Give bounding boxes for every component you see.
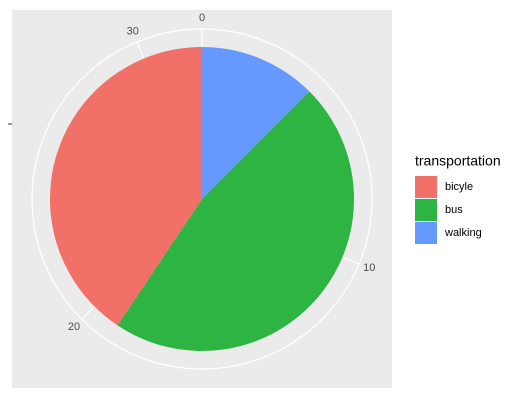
pie-slice [202,47,310,199]
pie-slice [49,47,203,326]
grid-line [81,306,95,320]
grid-line [342,256,360,265]
pie-slice [117,91,355,352]
angle-tick-label: 10 [363,262,375,274]
angle-tick-label: 20 [68,321,80,333]
angle-tick-label: 0 [199,12,205,24]
legend-key [415,222,437,244]
legend-label: bus [445,204,463,216]
legend-key [415,199,437,221]
legend-title: transportation [415,153,501,169]
grid-line [136,41,145,59]
legend-label: bicyle [445,181,473,193]
legend-key [415,176,437,198]
legend-label: walking [444,227,482,239]
angle-tick-label: 30 [127,26,139,38]
